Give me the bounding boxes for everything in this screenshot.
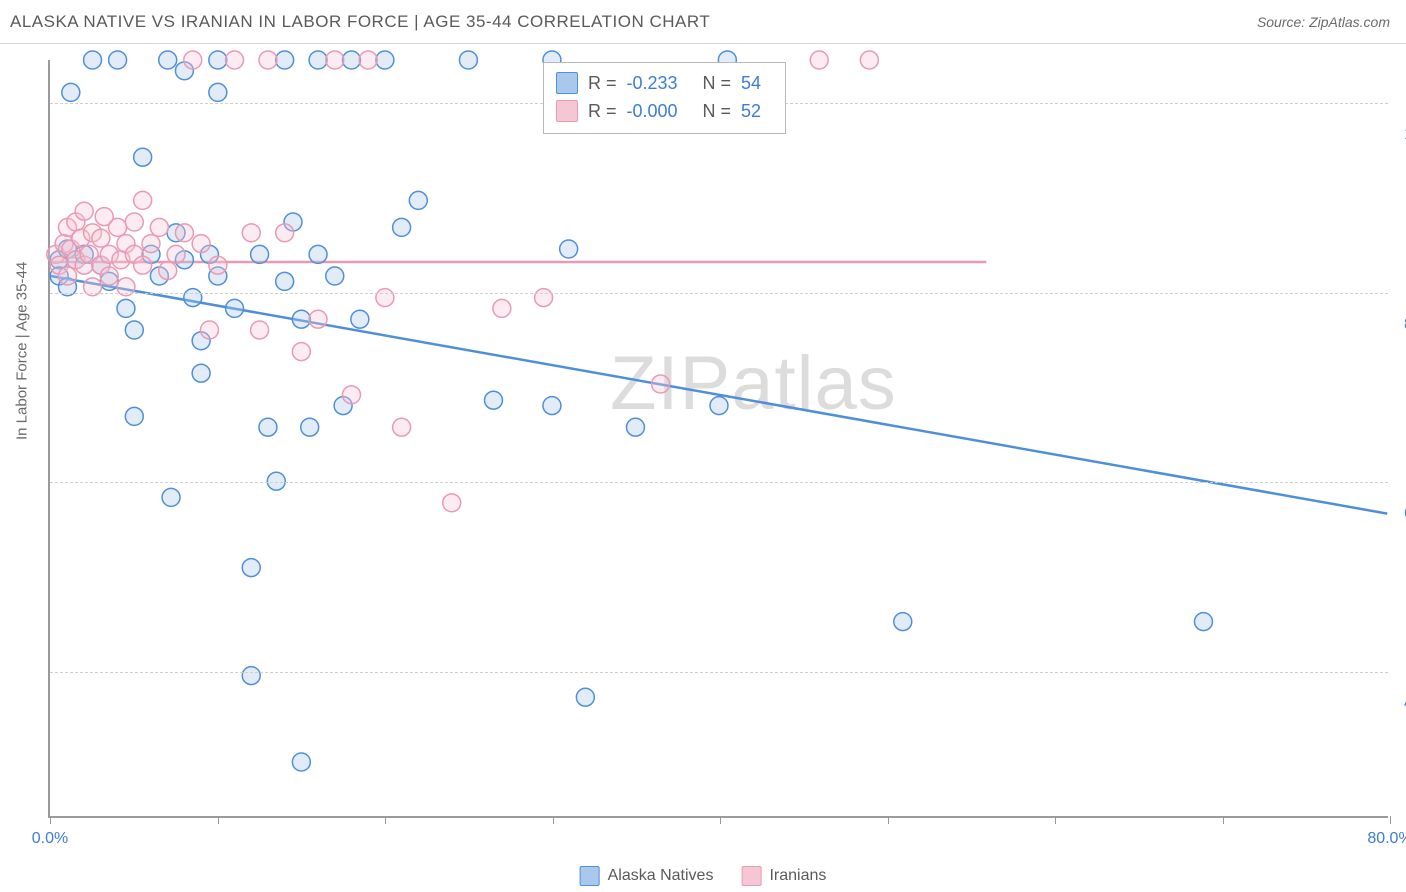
x-tick (1055, 816, 1056, 824)
y-tick-label: 47.5% (1394, 695, 1406, 713)
n-label: N = (703, 73, 732, 94)
chart-title: ALASKA NATIVE VS IRANIAN IN LABOR FORCE … (10, 12, 710, 32)
r-label: R = (588, 73, 617, 94)
n-value-iranian: 52 (741, 101, 771, 122)
r-value-iranian: -0.000 (627, 101, 693, 122)
legend-label-iranian: Iranians (769, 867, 826, 885)
y-tick-label: 100.0% (1394, 126, 1406, 144)
y-axis-label: In Labor Force | Age 35-44 (14, 262, 31, 440)
legend-label-alaska: Alaska Natives (608, 867, 714, 885)
x-tick-label: 80.0% (1367, 830, 1406, 848)
x-tick (50, 816, 51, 824)
y-tick-label: 82.5% (1394, 316, 1406, 334)
title-bar: ALASKA NATIVE VS IRANIAN IN LABOR FORCE … (0, 0, 1406, 44)
x-tick (720, 816, 721, 824)
n-label: N = (703, 101, 732, 122)
source-credit: Source: ZipAtlas.com (1257, 14, 1390, 30)
x-tick (1223, 816, 1224, 824)
r-value-alaska: -0.233 (627, 73, 693, 94)
bottom-legend: Alaska Natives Iranians (580, 866, 827, 886)
stat-swatch-alaska (556, 72, 578, 94)
gridline (50, 293, 1388, 294)
swatch-alaska (580, 866, 600, 886)
stat-row-alaska: R = -0.233 N = 54 (556, 69, 771, 97)
plot-area: ZIPatlas 47.5%65.0%82.5%100.0%0.0%80.0% (48, 60, 1388, 818)
x-tick (385, 816, 386, 824)
stat-row-iranian: R = -0.000 N = 52 (556, 97, 771, 125)
gridline (50, 672, 1388, 673)
x-tick-label: 0.0% (32, 830, 68, 848)
legend-item-alaska: Alaska Natives (580, 866, 714, 886)
gridline (50, 482, 1388, 483)
stat-box: R = -0.233 N = 54 R = -0.000 N = 52 (543, 62, 786, 134)
x-tick (1390, 816, 1391, 824)
x-tick (553, 816, 554, 824)
r-label: R = (588, 101, 617, 122)
x-tick (218, 816, 219, 824)
plot-svg (50, 60, 1388, 816)
legend-item-iranian: Iranians (741, 866, 826, 886)
swatch-iranian (741, 866, 761, 886)
y-tick-label: 65.0% (1394, 505, 1406, 523)
x-tick (888, 816, 889, 824)
n-value-alaska: 54 (741, 73, 771, 94)
stat-swatch-iranian (556, 100, 578, 122)
